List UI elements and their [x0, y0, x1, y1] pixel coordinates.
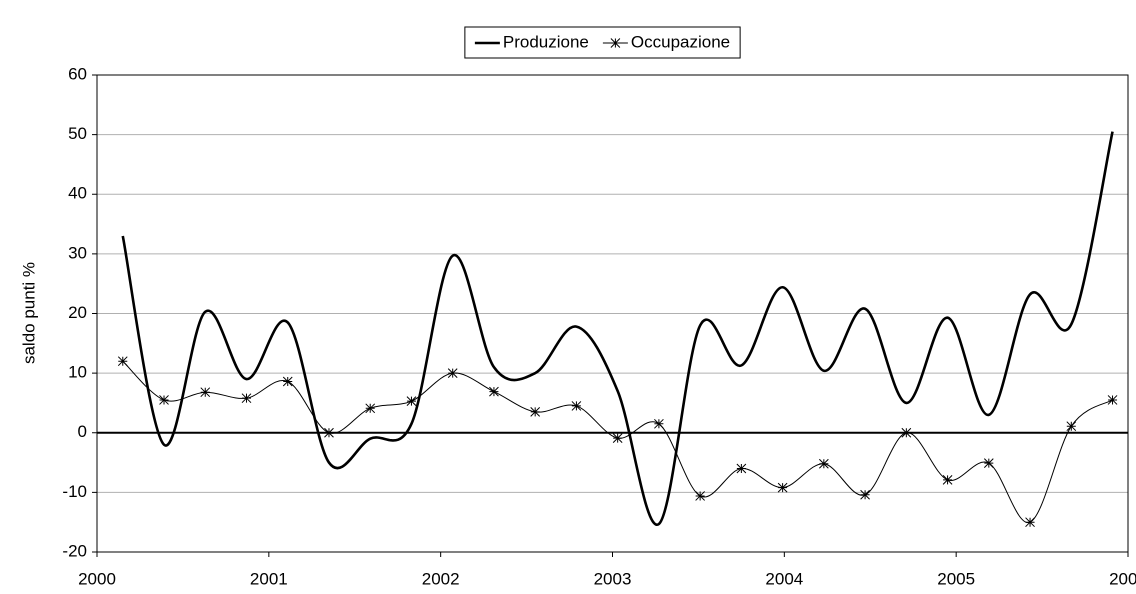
marker: [1025, 517, 1035, 528]
y-axis-label: saldo punti %: [19, 262, 38, 364]
marker: [117, 356, 128, 367]
marker: [159, 395, 169, 405]
plot-frame: [96, 74, 1129, 553]
y-tick-label: -10: [62, 482, 87, 501]
marker: [901, 427, 912, 438]
series-line: [121, 131, 1114, 526]
marker: [282, 376, 293, 387]
x-tick-label: 2004: [765, 569, 803, 588]
legend: Produzione Occupazione: [464, 26, 741, 59]
marker: [324, 427, 334, 438]
marker: [241, 393, 252, 404]
marker: [489, 386, 499, 397]
marker: [983, 458, 994, 469]
marker: [942, 475, 953, 485]
marker: [736, 463, 747, 474]
legend-label: Occupazione: [631, 32, 730, 51]
marker: [365, 403, 376, 414]
legend-label: Produzione: [503, 32, 589, 51]
marker: [447, 368, 458, 378]
marker: [777, 482, 788, 493]
legend-box: [464, 26, 741, 59]
marker: [860, 489, 870, 500]
marker: [200, 387, 211, 398]
y-tick-label: 50: [68, 124, 87, 143]
x-tick-label: 2003: [594, 569, 632, 588]
marker: [530, 407, 541, 417]
y-tick-label: 10: [68, 363, 87, 382]
marker: [1066, 421, 1077, 432]
x-tick-label: 2002: [422, 569, 460, 588]
y-tick-label: 40: [68, 184, 87, 203]
series-line: [122, 360, 1113, 523]
marker: [610, 38, 621, 48]
marker: [612, 433, 623, 443]
y-tick-label: 0: [78, 422, 87, 441]
x-tick-label: 2005: [937, 569, 975, 588]
marker: [654, 418, 664, 429]
x-tick-label: 2000: [78, 569, 116, 588]
marker: [406, 396, 417, 407]
y-tick-label: -20: [62, 541, 87, 560]
x-tick-label: 2001: [250, 569, 288, 588]
y-tick-label: 60: [68, 64, 87, 83]
y-tick-label: 30: [68, 243, 87, 262]
marker: [695, 491, 705, 501]
y-tick-label: 20: [68, 303, 87, 322]
marker: [1107, 395, 1118, 405]
marker: [571, 401, 582, 411]
x-tick-label: 2006: [1109, 569, 1136, 588]
marker: [819, 458, 829, 469]
